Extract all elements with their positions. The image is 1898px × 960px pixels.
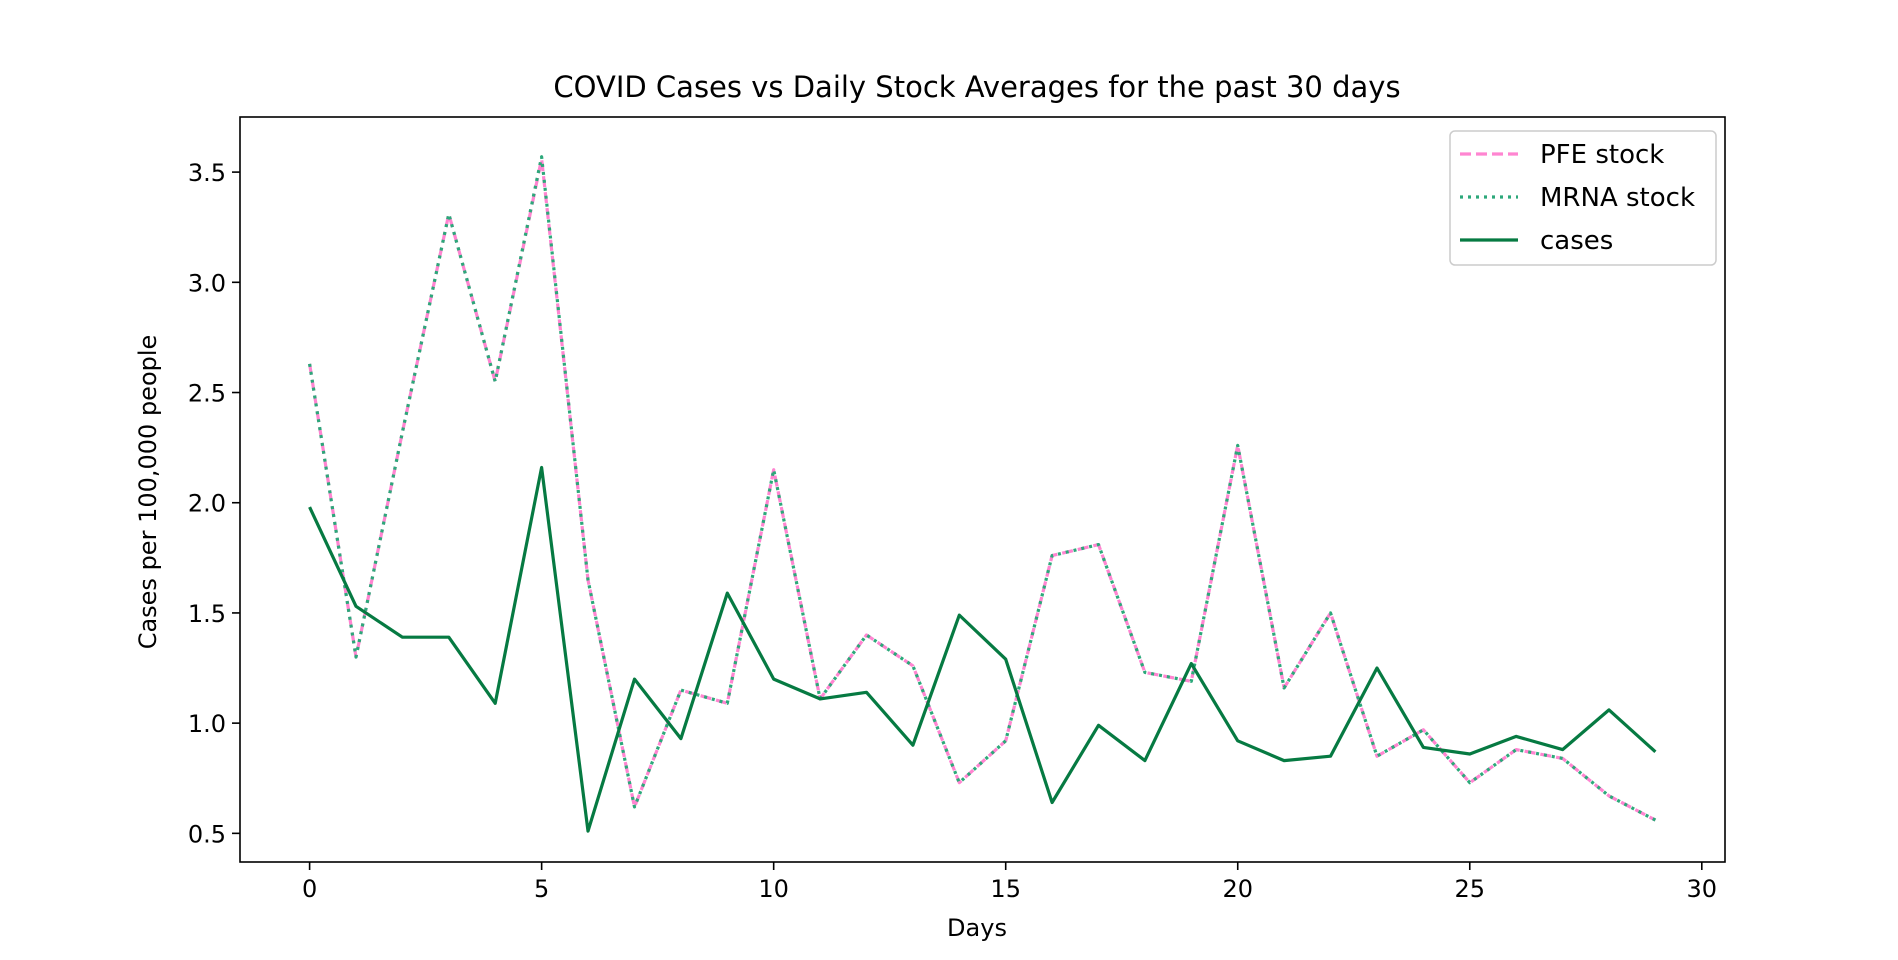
y-tick-label: 1.0 [188, 710, 226, 738]
x-tick-label: 30 [1687, 875, 1718, 903]
series-line-mrna-stock [308, 155, 1657, 822]
x-axis-label: Days [947, 914, 1007, 942]
y-tick-label: 0.5 [188, 820, 226, 848]
legend-label: MRNA stock [1540, 183, 1695, 213]
y-tick-label: 1.5 [188, 600, 226, 628]
chart-title: COVID Cases vs Daily Stock Averages for … [553, 70, 1400, 104]
plot-frame [239, 116, 1726, 863]
y-tick-label: 3.5 [188, 159, 226, 187]
legend-label: PFE stock [1540, 140, 1664, 170]
legend-label: cases [1540, 226, 1613, 256]
x-tick-label: 0 [302, 875, 317, 903]
x-tick-label: 10 [758, 875, 789, 903]
plot-area: 0 5 10 15 20 25 30 0.5 1.0 1.5 2.0 2.5 3.0 3.5 [188, 116, 1726, 903]
x-tick-label: 20 [1222, 875, 1253, 903]
series-line-cases [308, 465, 1657, 833]
y-tick-label: 3.0 [188, 269, 226, 297]
x-tick-label: 25 [1454, 875, 1485, 903]
legend: PFE stock MRNA stock cases [1449, 130, 1717, 266]
x-tick-label: 15 [990, 875, 1021, 903]
y-tick-label: 2.0 [188, 490, 226, 518]
legend-box [1449, 130, 1717, 266]
x-tick-label: 5 [534, 875, 549, 903]
y-axis-label: Cases per 100,000 people [134, 335, 162, 650]
y-tick-label: 2.5 [188, 380, 226, 408]
